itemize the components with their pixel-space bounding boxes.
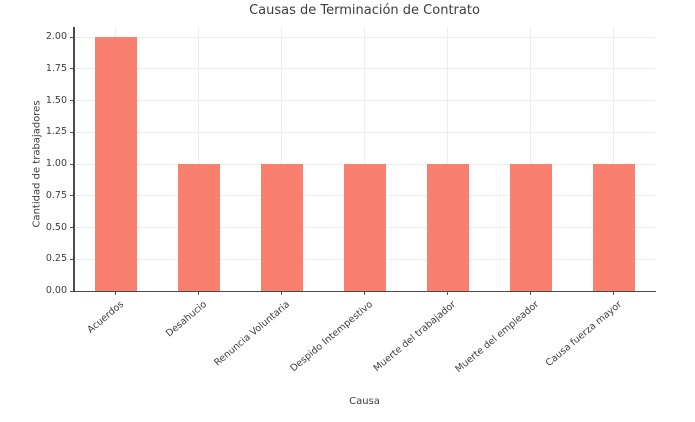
x-tick-label: Acuerdos	[84, 299, 126, 336]
y-tick-label: 1.50	[45, 94, 67, 106]
x-axis-spine	[73, 290, 656, 292]
y-tick	[70, 290, 74, 292]
y-tick-label: 0.50	[45, 221, 67, 233]
v-gridline	[530, 27, 531, 291]
bar	[260, 164, 303, 291]
y-tick-label: 0.25	[45, 253, 67, 265]
x-tick	[198, 291, 199, 295]
chart-title: Causas de Terminación de Contrato	[249, 3, 480, 18]
x-tick	[115, 291, 116, 295]
x-axis-label: Causa	[349, 396, 380, 407]
bar	[426, 164, 469, 291]
y-tick	[70, 36, 74, 38]
y-tick	[70, 163, 74, 165]
y-tick	[70, 131, 74, 133]
x-tick-label: Causa fuerza mayor	[543, 299, 624, 369]
v-gridline	[613, 27, 614, 291]
x-tick	[281, 291, 282, 295]
v-gridline	[447, 27, 448, 291]
x-tick-label: Muerte del empleador	[452, 299, 541, 376]
x-tick	[530, 291, 531, 295]
y-tick-label: 1.25	[45, 126, 67, 138]
y-tick	[70, 227, 74, 228]
v-gridline	[281, 27, 282, 291]
x-tick	[364, 291, 365, 295]
bar	[509, 164, 552, 291]
x-tick-label: Desahucio	[163, 299, 209, 340]
bar	[343, 164, 386, 291]
v-gridline	[198, 27, 199, 291]
y-tick	[70, 195, 74, 197]
bar	[592, 164, 635, 291]
x-tick-label: Muerte del trabajador	[371, 299, 458, 375]
x-tick	[613, 291, 614, 295]
y-tick-label: 2.00	[45, 31, 67, 42]
bar	[177, 164, 220, 291]
y-tick	[70, 68, 74, 70]
y-tick-label: 0.75	[45, 189, 67, 201]
x-tick	[447, 291, 448, 295]
v-gridline	[364, 27, 365, 291]
x-tick-label: Renuncia Voluntaria	[211, 299, 292, 369]
x-tick-label: Despido Intempestivo	[287, 299, 375, 375]
y-axis-spine	[73, 27, 75, 292]
y-tick-label: 1.00	[45, 158, 67, 169]
y-tick	[70, 100, 74, 101]
y-tick	[70, 258, 74, 260]
bar	[94, 37, 137, 291]
y-tick-label: 1.75	[45, 62, 67, 74]
y-tick-label: 0.00	[45, 285, 67, 296]
